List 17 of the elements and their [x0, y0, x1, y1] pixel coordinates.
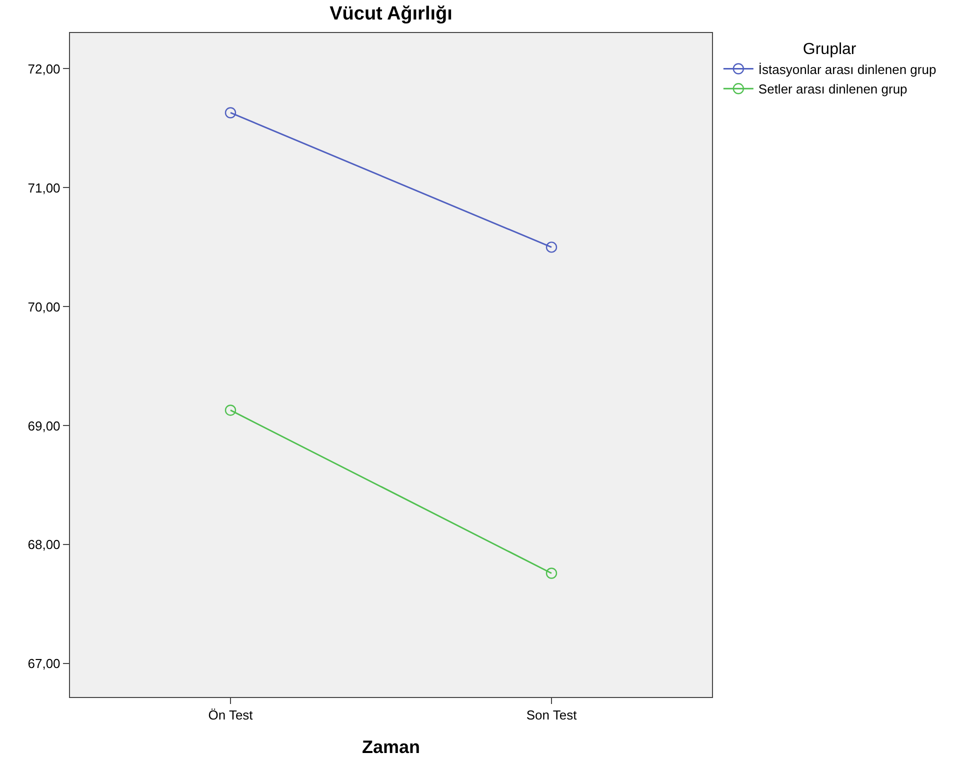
point — [224, 107, 236, 118]
y-tick-label: 68,00 — [28, 537, 60, 552]
legend-title: Gruplar — [802, 40, 857, 58]
y-tick-label: 71,00 — [28, 180, 60, 196]
x-tick-label: Ön Test — [208, 708, 254, 723]
chart-title: Vücut Ağırlığı — [330, 3, 452, 24]
y-tick-label: 67,00 — [28, 656, 60, 672]
y-tick-label: 69,00 — [28, 418, 60, 434]
point — [546, 242, 558, 253]
x-tick-label: Son Test — [526, 708, 578, 723]
legend-label: İstasyonlar arası dinlenen grup — [758, 62, 936, 77]
y-tick-label: 72,00 — [28, 61, 60, 76]
x-axis-title: Zaman — [362, 736, 420, 757]
point — [224, 404, 236, 416]
point — [546, 568, 558, 579]
y-tick-label: 70,00 — [28, 299, 60, 314]
legend-label: Setler arası dinlenen grup — [758, 82, 908, 97]
